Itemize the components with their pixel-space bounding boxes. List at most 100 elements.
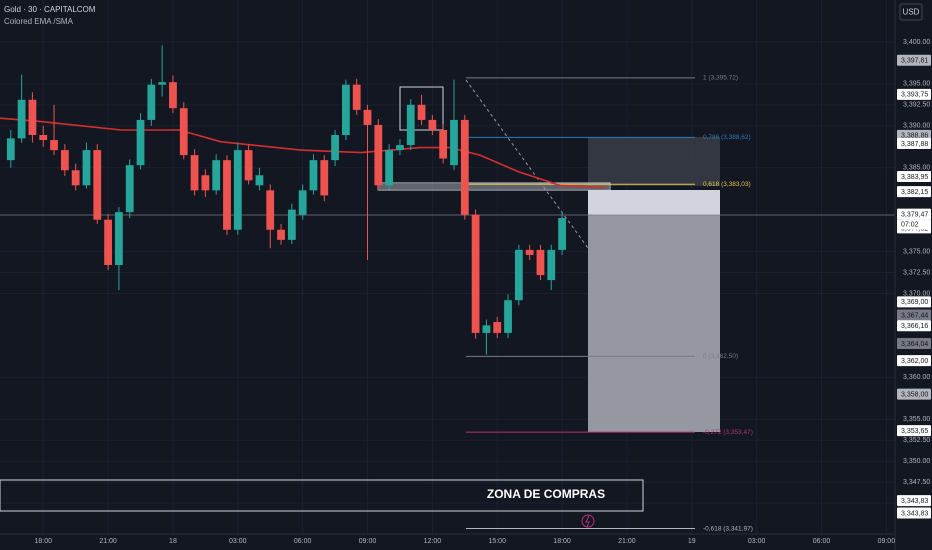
price-label-bg [897,208,931,220]
y-tick-label: 3,352.50 [903,437,930,444]
event-icon-bolt [585,515,590,528]
price-label-bg [897,425,931,437]
candle-body [82,150,91,186]
countdown-bg [897,219,931,230]
price-label-bg [897,88,931,100]
price-label-bg [897,495,931,507]
annotation: ZONA DE COMPRAS [487,487,605,501]
candle-body [6,138,15,161]
highlight-box [399,86,444,131]
event-icon[interactable] [581,514,595,528]
x-tick-label: 18:00 [553,538,571,545]
x-tick-label: 18:00 [34,538,52,545]
price-label: 3,379,47 [901,211,928,218]
y-tick-label: 3,370.00 [903,290,930,297]
candle-body [417,104,426,120]
candle-body [50,140,58,151]
candle-body [525,249,534,255]
candle-body [104,219,112,265]
currency-button[interactable] [899,3,923,21]
y-tick-label: 3,355.00 [903,416,930,423]
y-tick-label: 3,395.00 [903,81,930,88]
price-label: 3,358,00 [901,391,928,398]
price-label-bg [897,171,931,183]
x-tick-label: 19 [688,538,696,545]
fib-label: 0,786 (3,388,62) [703,134,751,141]
price-label-bg [897,320,931,332]
fib-label: 0 (3,362,50) [703,353,738,360]
x-tick-label: 12:00 [424,538,442,545]
candle-body [39,135,48,141]
position-stop-zone [588,215,720,432]
candle-body [233,150,242,230]
fibonacci: 1 (3,395.72) 0,786 (3,388,62) 0,618 (3,383… [466,75,753,532]
price-label-bg [897,309,931,321]
countdown: 07:02 [901,221,919,228]
candle-body [60,150,69,171]
candle-body [536,249,545,276]
price-label-bg [897,507,931,519]
indicator-name: Colored EMA /SMA [4,17,74,26]
fib-trend-line [465,79,721,431]
y-axis: 3,400.00 3,395.00 3,392.50 3,390.00 3,385.00… [897,39,931,519]
price-label-bg [897,388,931,400]
candle-body [385,150,394,186]
candle-body [287,209,296,240]
x-tick-label: 03:00 [229,538,247,545]
candle-body [352,84,361,110]
fib-label: -0,272 (3,353,47) [703,429,753,436]
fib-label: -0,618 (3,341,97) [703,525,753,532]
price-label-bg [897,138,931,150]
y-tick-label: 3,385.00 [903,165,930,172]
candle-body [374,124,383,186]
candle-body [342,84,350,136]
price-label-bg [897,355,931,367]
candle-body [136,119,145,166]
ema-line [0,117,606,189]
candle-body [28,99,37,136]
x-tick-label: 06:00 [813,538,831,545]
candle-body [482,325,491,333]
price-label: 3,393,75 [901,92,928,99]
currency: USD [903,8,920,17]
candle-body [223,160,231,230]
x-axis: 18:00 21:00 18 03:00 06:00 09:00 12:00 15:00 18:… [34,538,895,545]
candle-body [298,190,307,215]
x-tick-label: 15:00 [488,538,506,545]
price-label-bg [897,186,931,198]
candle-body [266,190,275,230]
candle-body [396,145,404,151]
price-label: 3,364,04 [901,341,928,348]
x-tick-label: 21:00 [618,538,636,545]
price-label: 3,383,95 [901,174,928,181]
candle-body [471,214,480,333]
y-tick-label: 3,392.50 [903,102,930,109]
annotation-box [0,479,644,512]
candle-body [460,119,469,215]
candle-body [558,218,566,250]
x-tick-label: 03:00 [748,538,766,545]
candle-body [320,160,329,196]
price-label: 3,367,44 [901,312,928,319]
y-tick-label: 3,375.00 [903,248,930,255]
price-label: 3,369,00 [901,299,928,306]
fib-label: 1 (3,395.72) [703,75,738,82]
candle-body [406,104,415,146]
price-label-bg [897,296,931,308]
y-tick-label: 3,372.50 [903,269,930,276]
x-tick-label: 09:00 [878,538,896,545]
candle-body [147,84,156,120]
price-label: 3,353,65 [901,428,928,435]
x-tick-label: 18 [169,538,177,545]
candles [6,45,566,355]
candle-body [179,108,188,156]
x-tick-label: 09:00 [359,538,377,545]
y-tick-label: 3,390.00 [903,123,930,130]
price-label: 3,382,15 [901,189,928,196]
candle-body [125,165,134,213]
candle-body [331,135,339,161]
price-label: 3,397,81 [901,58,928,65]
position-entry-zone [588,190,720,215]
candle-body [439,129,448,159]
